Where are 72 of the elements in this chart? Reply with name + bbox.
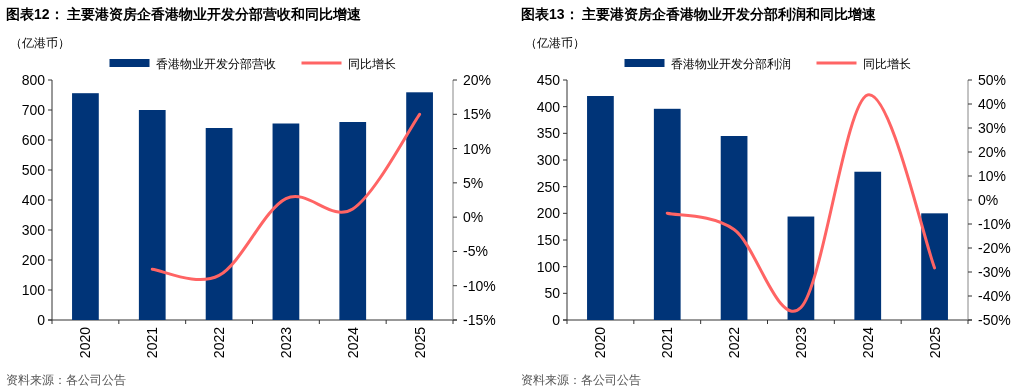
y-tick-label: 500 bbox=[21, 162, 46, 178]
y2-tick-label: 0% bbox=[463, 209, 484, 226]
legend-label: 同比增长 bbox=[862, 57, 911, 71]
x-tick-label: 2024 bbox=[344, 326, 361, 359]
y2-tick-label: -20% bbox=[978, 240, 1011, 256]
x-tick-label: 2023 bbox=[277, 326, 294, 359]
y2-tick-label: -10% bbox=[463, 277, 496, 294]
legend-label: 香港物业开发分部利润 bbox=[670, 57, 791, 71]
y-tick-label: 100 bbox=[536, 258, 561, 275]
y-tick-label: 600 bbox=[21, 132, 46, 148]
y2-tick-label: 10% bbox=[978, 168, 1007, 184]
y2-tick-label: 0% bbox=[978, 192, 999, 208]
y-tick-label: 400 bbox=[536, 98, 561, 115]
y2-tick-label: 5% bbox=[463, 174, 484, 191]
x-tick-label: 2020 bbox=[77, 326, 94, 359]
y-tick-label: 0 bbox=[552, 312, 561, 328]
bar bbox=[272, 123, 300, 320]
y-tick-label: 150 bbox=[536, 232, 561, 248]
bar bbox=[921, 213, 948, 320]
y2-tick-label: -50% bbox=[978, 312, 1011, 328]
y-tick-label: 700 bbox=[21, 102, 46, 118]
y-tick-label: 200 bbox=[21, 252, 46, 268]
y-tick-label: 350 bbox=[536, 125, 561, 142]
y2-tick-label: -5% bbox=[463, 243, 488, 260]
y2-tick-label: 20% bbox=[978, 144, 1007, 160]
x-tick-label: 2020 bbox=[592, 326, 609, 359]
legend-label: 香港物业开发分部营收 bbox=[155, 57, 276, 71]
y2-tick-label: -30% bbox=[978, 264, 1011, 280]
bar bbox=[854, 171, 882, 320]
y2-tick-label: 15% bbox=[463, 106, 492, 123]
x-tick-label: 2025 bbox=[926, 326, 943, 359]
y2-tick-label: -40% bbox=[978, 288, 1011, 304]
x-tick-label: 2021 bbox=[144, 326, 161, 359]
y-tick-label: 100 bbox=[21, 282, 46, 298]
y2-tick-label: 50% bbox=[978, 72, 1007, 88]
x-tick-label: 2025 bbox=[411, 326, 428, 359]
bar bbox=[72, 93, 99, 320]
y-axis-title: （亿港币） bbox=[10, 36, 70, 50]
legend-label: 同比增长 bbox=[347, 57, 396, 71]
bar bbox=[653, 108, 681, 320]
y-tick-label: 400 bbox=[21, 192, 46, 208]
x-tick-label: 2022 bbox=[726, 326, 743, 359]
chart-title: 图表12： 主要港资房企香港物业开发分部营收和同比增速 bbox=[6, 6, 363, 22]
y-tick-label: 300 bbox=[21, 222, 46, 238]
y2-tick-label: -15% bbox=[463, 312, 496, 328]
text: 资料来源：各公司公告 bbox=[6, 373, 126, 387]
bar bbox=[138, 110, 166, 320]
y-tick-label: 50 bbox=[544, 285, 561, 302]
bar bbox=[587, 96, 614, 320]
y-tick-label: 300 bbox=[536, 152, 561, 168]
y2-tick-label: 10% bbox=[463, 140, 492, 157]
y-tick-label: 800 bbox=[21, 72, 46, 88]
x-tick-label: 2023 bbox=[792, 326, 809, 359]
y2-tick-label: 30% bbox=[978, 120, 1007, 136]
x-tick-label: 2021 bbox=[659, 326, 676, 359]
chart-title: 图表13： 主要港资房企香港物业开发分部利润和同比增速 bbox=[521, 6, 878, 22]
x-tick-label: 2022 bbox=[211, 326, 228, 359]
bar bbox=[406, 92, 433, 320]
y2-tick-label: 20% bbox=[463, 72, 492, 88]
y-tick-label: 250 bbox=[536, 178, 561, 195]
y-axis-title: （亿港币） bbox=[525, 36, 585, 50]
bar bbox=[205, 128, 233, 320]
x-tick-label: 2024 bbox=[859, 326, 876, 359]
y-tick-label: 0 bbox=[37, 312, 46, 328]
y2-tick-label: -10% bbox=[978, 216, 1011, 232]
bar bbox=[720, 136, 748, 320]
bar bbox=[787, 216, 815, 320]
y2-tick-label: 40% bbox=[978, 96, 1007, 112]
text: 资料来源：各公司公告 bbox=[521, 373, 641, 387]
y-tick-label: 200 bbox=[536, 205, 561, 222]
bar bbox=[339, 122, 367, 320]
y-tick-label: 450 bbox=[536, 72, 561, 88]
